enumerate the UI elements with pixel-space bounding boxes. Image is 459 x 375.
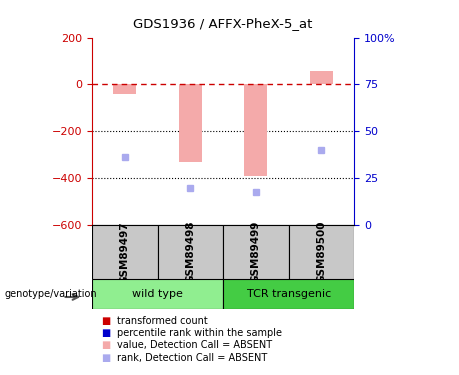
Text: ■: ■ xyxy=(101,328,110,338)
Text: GDS1936 / AFFX-PheX-5_at: GDS1936 / AFFX-PheX-5_at xyxy=(133,17,312,30)
Text: wild type: wild type xyxy=(132,290,183,299)
Text: GSM89498: GSM89498 xyxy=(185,221,195,284)
Text: rank, Detection Call = ABSENT: rank, Detection Call = ABSENT xyxy=(117,353,267,363)
Bar xyxy=(288,225,353,279)
Text: GSM89497: GSM89497 xyxy=(119,221,129,284)
Bar xyxy=(179,84,202,162)
Bar xyxy=(223,225,288,279)
Text: ■: ■ xyxy=(101,340,110,350)
Bar xyxy=(92,279,223,309)
Bar xyxy=(113,84,136,94)
Bar xyxy=(223,279,353,309)
Text: GSM89499: GSM89499 xyxy=(250,221,260,284)
Text: ■: ■ xyxy=(101,353,110,363)
Text: value, Detection Call = ABSENT: value, Detection Call = ABSENT xyxy=(117,340,272,350)
Text: transformed count: transformed count xyxy=(117,316,207,326)
Bar xyxy=(157,225,223,279)
Bar xyxy=(92,225,157,279)
Bar xyxy=(309,72,332,84)
Text: ■: ■ xyxy=(101,316,110,326)
Text: GSM89500: GSM89500 xyxy=(316,221,326,284)
Text: percentile rank within the sample: percentile rank within the sample xyxy=(117,328,282,338)
Text: TCR transgenic: TCR transgenic xyxy=(246,290,330,299)
Text: genotype/variation: genotype/variation xyxy=(5,290,97,299)
Bar xyxy=(244,84,267,176)
